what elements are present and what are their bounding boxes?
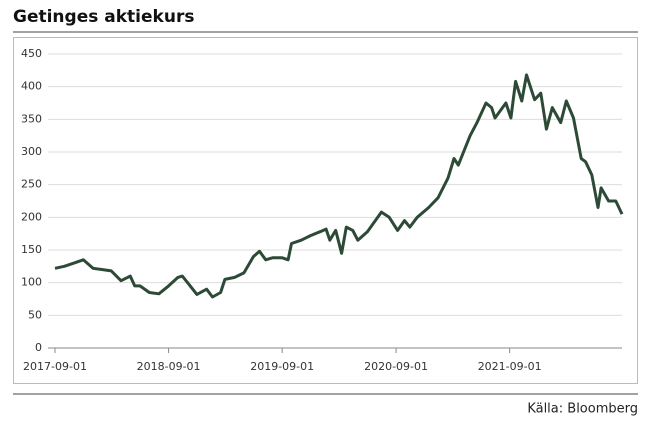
source: Källa: Bloomberg	[527, 402, 638, 417]
y-tick-label: 400	[21, 80, 42, 93]
y-tick-label: 50	[28, 308, 42, 321]
y-tick-label: 0	[35, 341, 42, 354]
chart-title: Getinges aktiekurs	[13, 7, 194, 27]
price-line	[54, 73, 624, 299]
x-tick-label: 2020-09-01	[364, 360, 428, 373]
y-tick-label: 100	[21, 276, 42, 289]
x-tick-label: 2021-09-01	[478, 360, 542, 373]
y-tick-label: 450	[21, 47, 42, 60]
x-tick-label: 2018-09-01	[137, 360, 201, 373]
x-tick-label: 2019-09-01	[250, 360, 314, 373]
x-tick-label: 2017-09-01	[23, 360, 87, 373]
y-tick-label: 150	[21, 243, 42, 256]
y-tick-label: 350	[21, 112, 42, 125]
y-tick-label: 200	[21, 210, 42, 223]
y-tick-label: 250	[21, 178, 42, 191]
chart-frame	[13, 37, 638, 384]
y-tick-label: 300	[21, 145, 42, 158]
